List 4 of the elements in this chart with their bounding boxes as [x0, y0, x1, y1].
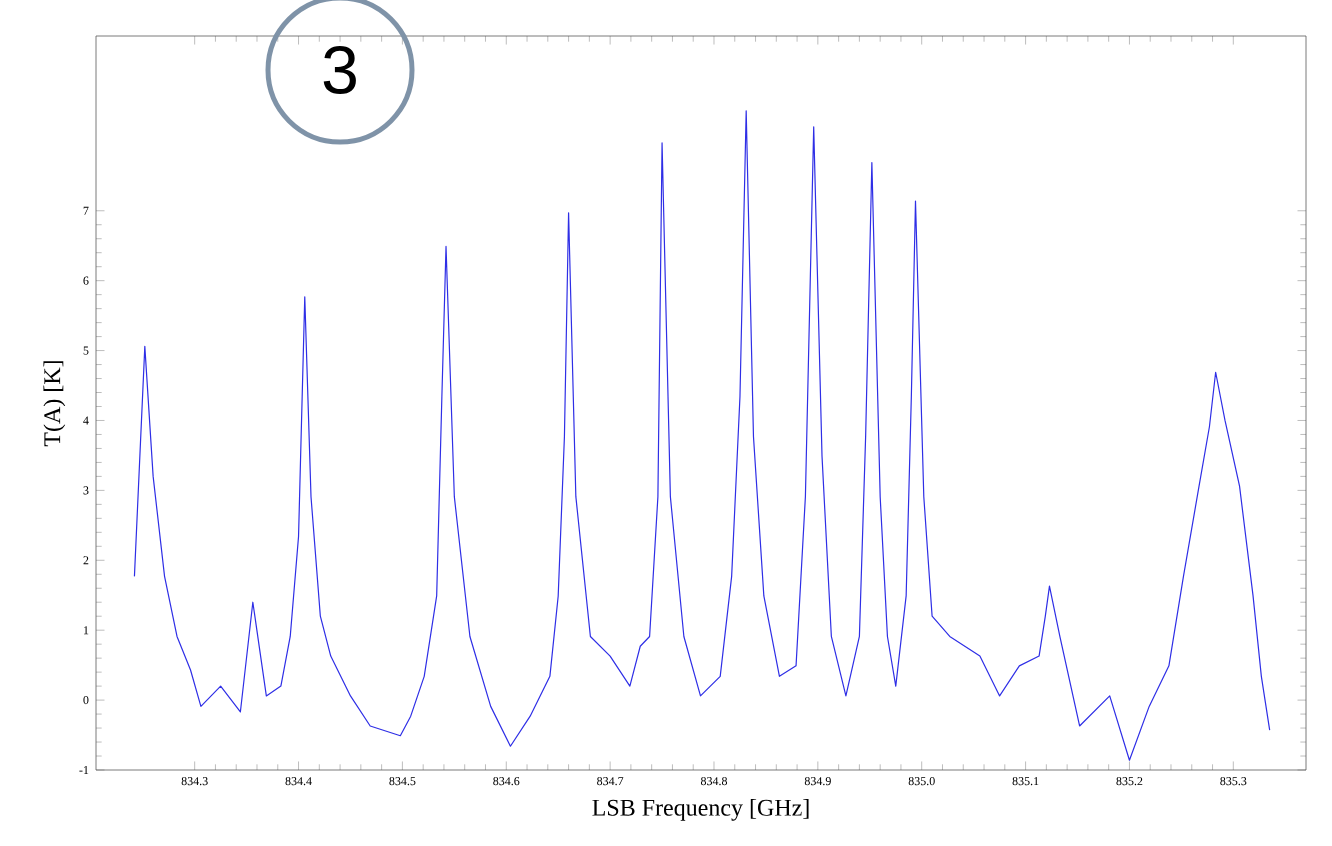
- x-axis-title: LSB Frequency [GHz]: [592, 798, 809, 821]
- annotation: 3: [323, 45, 356, 95]
- line-series: [133, 110, 1271, 761]
- y-axis-title: T(A) [K]: [43, 361, 66, 447]
